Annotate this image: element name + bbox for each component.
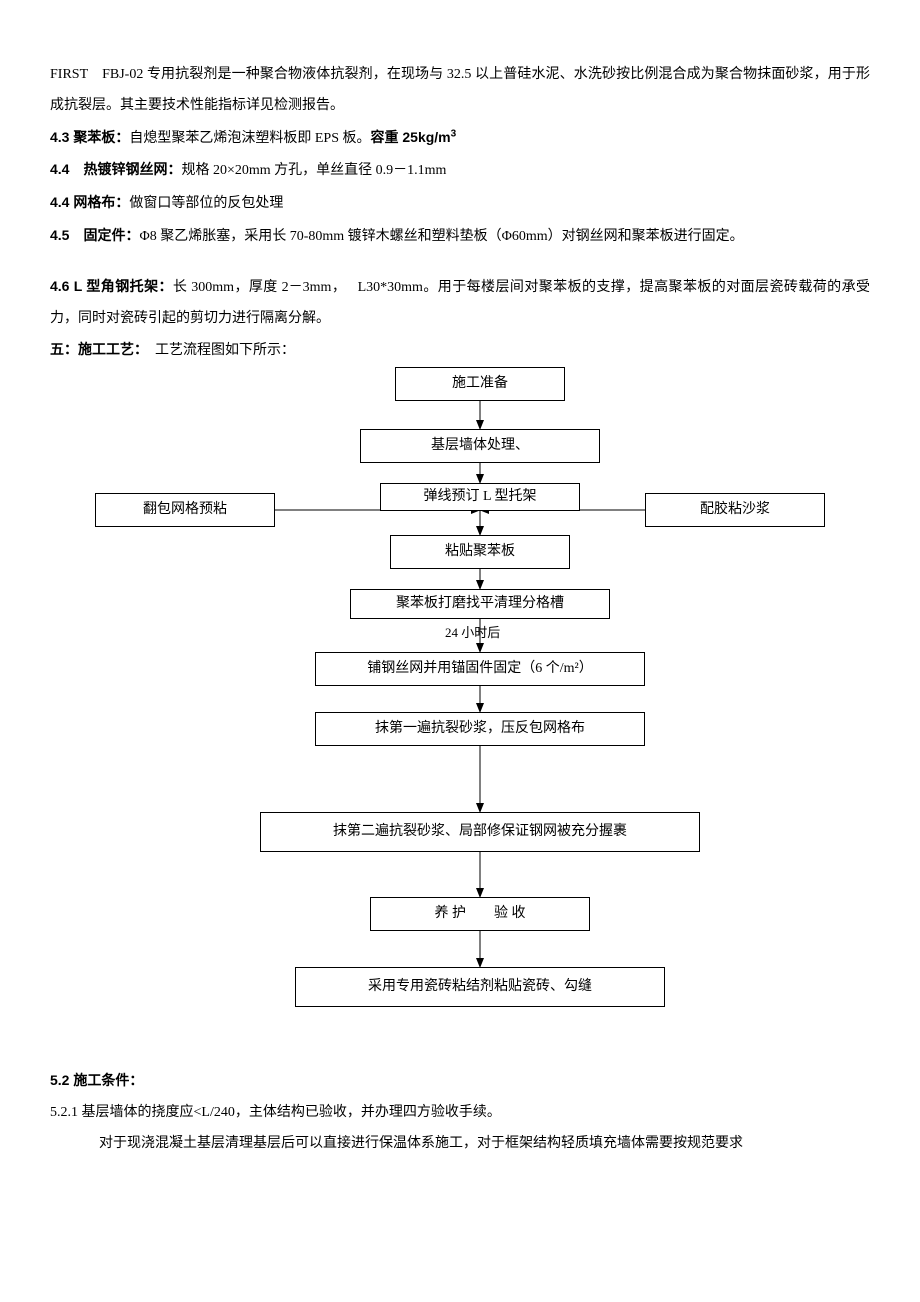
- label-4-3: 4.3 聚苯板：: [50, 129, 129, 145]
- spacer-2: [50, 1047, 870, 1065]
- flow-node-n4: 翻包网格预粘: [95, 493, 275, 527]
- flow-node-n5: 配胶粘沙浆: [645, 493, 825, 527]
- flow-annotation: 24 小时后: [445, 619, 500, 648]
- item-4-4a: 4.4 热镀锌钢丝网：规格 20×20mm 方孔，单丝直径 0.9－1.1mm: [50, 154, 870, 187]
- flow-node-n12: 采用专用瓷砖粘结剂粘贴瓷砖、勾缝: [295, 967, 665, 1007]
- label-5-2: 5.2 施工条件：: [50, 1072, 143, 1088]
- body-5: 工艺流程图如下所示：: [155, 343, 295, 358]
- flow-node-n9: 抹第一遍抗裂砂浆，压反包网格布: [315, 712, 645, 746]
- flow-node-n11: 养 护 验 收: [370, 897, 590, 931]
- body-4-4b: 做窗口等部位的反包处理: [129, 196, 283, 211]
- item-4-6: 4.6 L 型角钢托架：长 300mm，厚度 2－3mm， L30*30mm。用…: [50, 271, 870, 335]
- body-4-3: 自熄型聚苯乙烯泡沫塑料板即 EPS 板。: [129, 131, 370, 146]
- item-5: 五：施工工艺： 工艺流程图如下所示：: [50, 334, 870, 367]
- label-4-6: 4.6 L 型角钢托架：: [50, 278, 173, 294]
- flow-node-n1: 施工准备: [395, 367, 565, 401]
- process-flowchart: 施工准备基层墙体处理、弹线预订 L 型托架 翻包网格预粘 配胶粘沙浆粘贴聚苯板聚苯板…: [50, 367, 870, 1047]
- flowchart-connectors: [50, 367, 870, 1047]
- body-4-6: 长 300mm，厚度 2－3mm， L30*30mm。用于每楼层间对聚苯板的支撑…: [50, 280, 870, 326]
- item-4-5: 4.5 固定件：Φ8 聚乙烯胀塞，采用长 70-80mm 镀锌木螺丝和塑料垫板（…: [50, 220, 870, 253]
- flow-node-n7: 聚苯板打磨找平清理分格槽: [350, 589, 610, 619]
- label-4-5: 4.5 固定件：: [50, 227, 139, 243]
- sup-4-3: 3: [451, 128, 457, 139]
- item-5-2: 5.2 施工条件：: [50, 1065, 870, 1098]
- item-5-2-1: 5.2.1 基层墙体的挠度应<L/240，主体结构已验收，并办理四方验收手续。: [50, 1098, 870, 1129]
- flow-node-n10: 抹第二遍抗裂砂浆、局部修保证钢网被充分握裹: [260, 812, 700, 852]
- intro-paragraph: FIRST FBJ-02 专用抗裂剂是一种聚合物液体抗裂剂，在现场与 32.5 …: [50, 60, 870, 122]
- body-4-5: Φ8 聚乙烯胀塞，采用长 70-80mm 镀锌木螺丝和塑料垫板（Φ60mm）对钢…: [139, 229, 743, 244]
- label-5: 五：施工工艺：: [50, 341, 155, 357]
- bold-tail-4-3: 容重 25kg/m: [370, 129, 450, 145]
- item-4-3: 4.3 聚苯板：自熄型聚苯乙烯泡沫塑料板即 EPS 板。容重 25kg/m3: [50, 122, 870, 155]
- label-4-4a: 4.4 热镀锌钢丝网：: [50, 161, 181, 177]
- body-4-4a: 规格 20×20mm 方孔，单丝直径 0.9－1.1mm: [181, 163, 446, 178]
- flow-node-n6: 粘贴聚苯板: [390, 535, 570, 569]
- flow-node-n2: 基层墙体处理、: [360, 429, 600, 463]
- spacer: [50, 253, 870, 271]
- item-4-4b: 4.4 网格布：做窗口等部位的反包处理: [50, 187, 870, 220]
- flow-node-n8: 铺钢丝网并用锚固件固定（6 个/m²）: [315, 652, 645, 686]
- flow-node-n3: 弹线预订 L 型托架: [380, 483, 580, 511]
- label-4-4b: 4.4 网格布：: [50, 194, 129, 210]
- item-5-2-1-cont: 对于现浇混凝土基层清理基层后可以直接进行保温体系施工，对于框架结构轻质填充墙体需…: [50, 1129, 870, 1160]
